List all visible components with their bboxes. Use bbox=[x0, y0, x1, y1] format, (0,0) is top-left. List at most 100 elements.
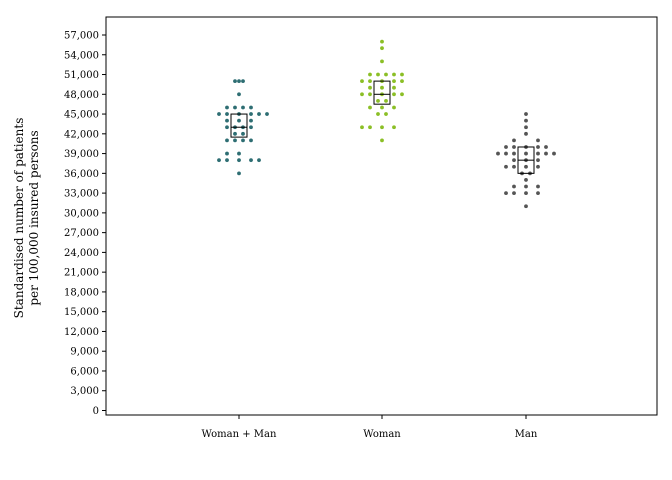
data-point bbox=[225, 105, 229, 110]
data-point bbox=[524, 151, 528, 156]
data-point bbox=[225, 125, 229, 130]
data-point bbox=[225, 158, 229, 163]
data-point bbox=[504, 191, 508, 196]
plot-frame bbox=[105, 16, 658, 416]
data-point bbox=[233, 138, 237, 143]
data-point bbox=[400, 79, 404, 84]
data-point bbox=[384, 112, 388, 116]
data-point bbox=[380, 59, 384, 64]
data-point bbox=[392, 85, 396, 90]
y-tick-label: 54,000 bbox=[64, 50, 99, 61]
y-tick-label: 15,000 bbox=[64, 307, 99, 318]
data-point bbox=[504, 164, 508, 169]
y-tick-label: 36,000 bbox=[64, 169, 99, 180]
data-point bbox=[233, 105, 237, 110]
data-point bbox=[524, 184, 528, 189]
data-point bbox=[536, 164, 540, 169]
data-point bbox=[524, 125, 528, 130]
data-point bbox=[524, 118, 528, 123]
data-point bbox=[504, 145, 508, 149]
y-tick-label: 45,000 bbox=[64, 110, 99, 121]
group-man bbox=[496, 112, 556, 209]
y-tick-label: 18,000 bbox=[64, 287, 99, 298]
data-point bbox=[249, 158, 253, 163]
data-point bbox=[384, 72, 388, 77]
x-tick-label: Man bbox=[515, 429, 538, 440]
y-tick-label: 30,000 bbox=[64, 208, 99, 219]
data-point bbox=[496, 151, 500, 156]
y-tick-label: 57,000 bbox=[64, 31, 99, 42]
data-point bbox=[237, 118, 241, 123]
y-tick-label: 42,000 bbox=[64, 129, 99, 140]
data-point bbox=[512, 164, 516, 169]
data-point bbox=[536, 138, 540, 143]
data-point bbox=[225, 138, 229, 143]
data-point bbox=[376, 98, 380, 103]
y-axis-title-line-1: Standardised number of patients bbox=[12, 118, 26, 319]
data-point bbox=[249, 105, 253, 110]
data-point bbox=[233, 131, 237, 136]
data-point bbox=[249, 125, 253, 130]
y-tick-label: 6,000 bbox=[70, 366, 99, 377]
data-point bbox=[380, 138, 384, 143]
plot-groups bbox=[217, 39, 556, 209]
data-point bbox=[384, 98, 388, 103]
data-point bbox=[241, 79, 245, 84]
y-tick-label: 48,000 bbox=[64, 90, 99, 101]
data-point bbox=[376, 112, 380, 116]
data-point bbox=[380, 125, 384, 130]
data-point bbox=[237, 151, 241, 156]
x-axis: Woman + Man Woman Man bbox=[202, 415, 538, 440]
data-point bbox=[524, 204, 528, 209]
data-point bbox=[400, 92, 404, 97]
data-point bbox=[237, 171, 241, 176]
data-point bbox=[360, 92, 364, 97]
data-point bbox=[512, 184, 516, 189]
data-point bbox=[368, 105, 372, 110]
data-point bbox=[241, 105, 245, 110]
y-tick-label: 0 bbox=[93, 406, 99, 417]
data-point bbox=[237, 79, 241, 84]
y-axis: 0 3,000 6,000 9,000 12,000 15,000 18,000 21,000… bbox=[64, 31, 106, 417]
data-point bbox=[392, 125, 396, 130]
data-point bbox=[536, 151, 540, 156]
data-point bbox=[217, 158, 221, 163]
y-tick-label: 12,000 bbox=[64, 327, 99, 338]
data-point bbox=[544, 151, 548, 156]
data-point bbox=[524, 131, 528, 136]
data-point bbox=[225, 118, 229, 123]
data-point bbox=[360, 125, 364, 130]
data-point bbox=[217, 112, 221, 116]
data-point bbox=[512, 191, 516, 196]
data-point bbox=[368, 92, 372, 97]
data-point bbox=[241, 131, 245, 136]
data-point bbox=[225, 151, 229, 156]
y-tick-label: 9,000 bbox=[70, 347, 99, 358]
data-point bbox=[392, 105, 396, 110]
data-point bbox=[376, 72, 380, 77]
data-point bbox=[380, 46, 384, 51]
data-point bbox=[233, 79, 237, 84]
data-point bbox=[552, 151, 556, 156]
data-point bbox=[536, 158, 540, 163]
group-woman bbox=[360, 39, 404, 143]
y-tick-label: 21,000 bbox=[64, 268, 99, 279]
data-point bbox=[249, 138, 253, 143]
data-point bbox=[392, 92, 396, 97]
data-point bbox=[257, 112, 261, 116]
y-tick-label: 51,000 bbox=[64, 70, 99, 81]
data-point bbox=[265, 112, 269, 116]
data-point bbox=[524, 112, 528, 116]
data-point bbox=[524, 164, 528, 169]
data-point bbox=[512, 145, 516, 149]
data-point bbox=[249, 112, 253, 116]
data-point bbox=[400, 72, 404, 77]
y-axis-title-line-2: per 100,000 insured persons bbox=[27, 130, 41, 305]
data-point bbox=[536, 145, 540, 149]
data-point bbox=[249, 118, 253, 123]
x-tick-label: Woman + Man bbox=[202, 429, 277, 440]
y-tick-label: 27,000 bbox=[64, 228, 99, 239]
data-point bbox=[512, 138, 516, 143]
